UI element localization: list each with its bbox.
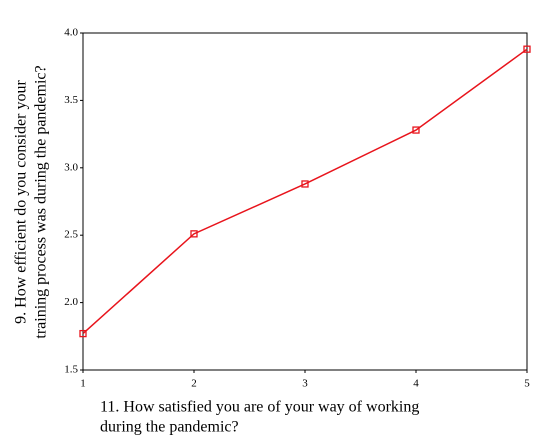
point (523, 45, 531, 53)
x-tick-label: 1 (80, 378, 86, 390)
point (412, 126, 420, 134)
y-tick-label: 1.5 (64, 364, 78, 376)
point (301, 180, 309, 188)
y-axis-label: training process was during the pandemic… (33, 65, 50, 338)
x-axis-label: during the pandemic? (100, 419, 239, 436)
x-tick-label: 4 (413, 378, 419, 390)
x-tick-label: 2 (191, 378, 197, 390)
y-axis-label: 9. How efficient do you consider your (13, 80, 30, 324)
point (79, 329, 87, 338)
x-axis-label: 11. How satisfied you are of your way of… (100, 399, 419, 416)
plot-frame (82, 32, 528, 371)
point (190, 230, 198, 238)
y-tick-label: 3.0 (64, 161, 78, 173)
x-tick-label: 3 (302, 378, 308, 390)
x-tick-label: 5 (524, 378, 530, 390)
y-tick-label: 3.5 (64, 94, 78, 106)
y-tick-label: 2.0 (64, 296, 78, 308)
y-tick-label: 2.5 (64, 229, 78, 241)
y-tick-label: 4.0 (64, 27, 78, 39)
line (82, 48, 528, 335)
